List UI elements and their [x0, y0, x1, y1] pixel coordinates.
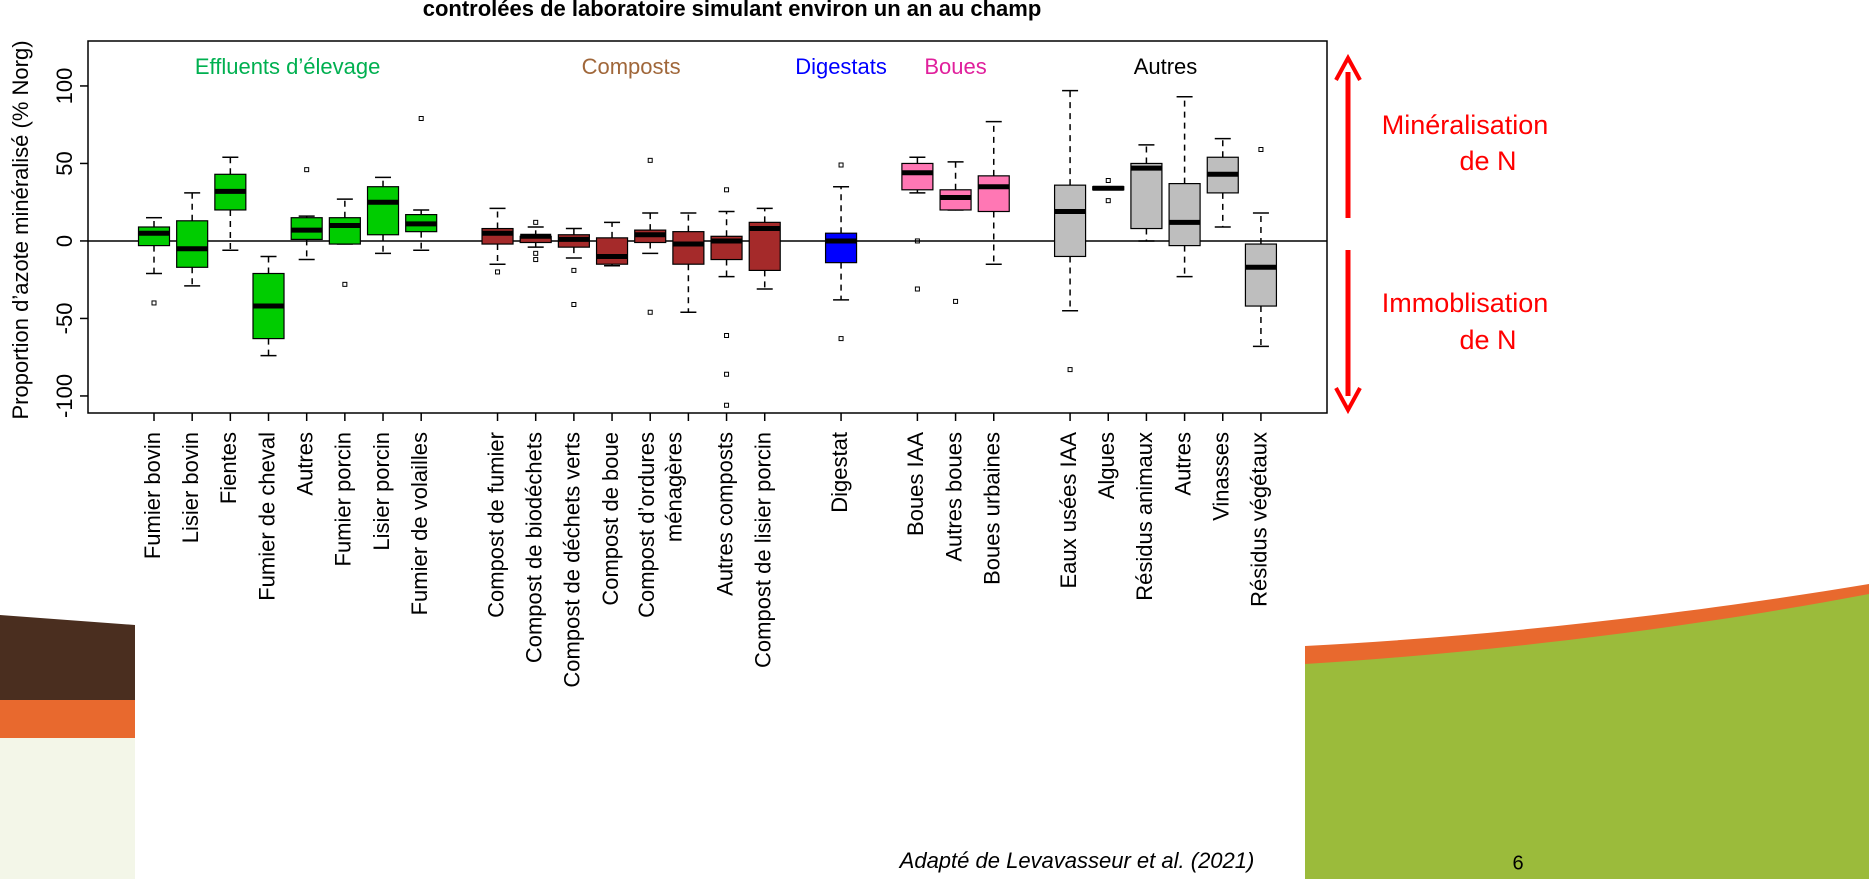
box [978, 176, 1009, 212]
decor [0, 615, 135, 700]
outlier [572, 303, 576, 307]
x-tick-label: Compost de déchets verts [560, 432, 585, 688]
box [139, 227, 170, 246]
decor [0, 700, 135, 738]
outlier [725, 188, 729, 192]
x-tick-label: Fumier porcin [331, 432, 356, 566]
x-tick-label: Fumier de cheval [254, 432, 279, 601]
x-tick-label: Eaux usées IAA [1056, 432, 1081, 589]
x-tick-label: Compost de lisier porcin [751, 432, 776, 668]
decor [0, 738, 135, 879]
outlier [534, 220, 538, 224]
x-tick-label: Fientes [216, 432, 241, 504]
x-tick-label: Autres composts [712, 432, 737, 596]
outlier [534, 251, 538, 255]
y-tick-label: 0 [52, 235, 77, 247]
x-tick-label: Autres [292, 432, 317, 496]
page-number: 6 [1512, 852, 1523, 874]
x-tick-label: Résidus animaux [1132, 432, 1157, 601]
y-tick-label: -50 [52, 303, 77, 335]
outlier [496, 270, 500, 274]
box [1131, 163, 1162, 228]
box [368, 187, 399, 235]
annotation: de N [1459, 146, 1516, 176]
outlier [725, 334, 729, 338]
box [1055, 185, 1086, 256]
x-tick-label: Lisier porcin [369, 432, 394, 551]
x-tick-label: Boues IAA [903, 432, 928, 536]
x-tick-label: Digestat [827, 432, 852, 513]
outlier [534, 258, 538, 262]
box [329, 218, 360, 244]
slide: controlées de laboratoire simulant envir… [0, 0, 1869, 879]
page: controlées de laboratoire simulant envir… [0, 0, 1869, 879]
group-label: Composts [582, 54, 681, 79]
box [902, 163, 933, 189]
x-tick-label: Fumier bovin [140, 432, 165, 559]
x-tick-label: Boues urbaines [980, 432, 1005, 585]
y-tick-label: 50 [52, 151, 77, 175]
chart-title: controlées de laboratoire simulant envir… [423, 0, 1042, 21]
x-tick-label: Résidus végétaux [1247, 432, 1272, 607]
outlier [725, 403, 729, 407]
y-axis-label: Proportion d’azote minéralisé (% Norg) [8, 40, 33, 419]
outlier [572, 268, 576, 272]
box [826, 233, 857, 262]
outlier [648, 310, 652, 314]
x-tick-label: Fumier de volailles [407, 432, 432, 615]
outlier [1106, 179, 1110, 183]
outlier [915, 287, 919, 291]
arrow [1336, 58, 1360, 410]
x-tick-label: Compost de boue [598, 432, 623, 606]
outlier [1068, 368, 1072, 372]
outlier [648, 158, 652, 162]
box [597, 238, 628, 264]
outlier [305, 168, 309, 172]
box [1245, 244, 1276, 306]
outlier [419, 117, 423, 121]
x-tick-label: Algues [1094, 432, 1119, 499]
outlier [1106, 199, 1110, 203]
outlier [839, 163, 843, 167]
outlier [1259, 148, 1263, 152]
annotation: Minéralisation [1382, 110, 1549, 140]
group-label: Boues [924, 54, 986, 79]
annotation: de N [1459, 325, 1516, 355]
outlier [725, 372, 729, 376]
group-label: Autres [1134, 54, 1198, 79]
x-tick-label: Autres [1170, 432, 1195, 496]
x-tick-label: Compost de fumier [483, 432, 508, 618]
source: Adapté de Levavasseur et al. (2021) [898, 848, 1255, 873]
x-tick-label: Vinasses [1209, 432, 1234, 521]
box [673, 232, 704, 265]
group-label: Digestats [795, 54, 887, 79]
annotation: Immoblisation [1382, 288, 1549, 318]
outlier [839, 337, 843, 341]
group-label: Effluents d’élevage [195, 54, 381, 79]
box [1169, 184, 1200, 246]
y-tick-label: -100 [52, 374, 77, 418]
x-tick-label: Lisier bovin [178, 432, 203, 543]
x-tick-label: Compost de biodéchets [522, 432, 547, 663]
box [177, 221, 208, 267]
outlier [954, 299, 958, 303]
outlier [152, 301, 156, 305]
y-tick-label: 100 [52, 68, 77, 105]
x-tick-label: Autres boues [941, 432, 966, 562]
outlier [343, 282, 347, 286]
